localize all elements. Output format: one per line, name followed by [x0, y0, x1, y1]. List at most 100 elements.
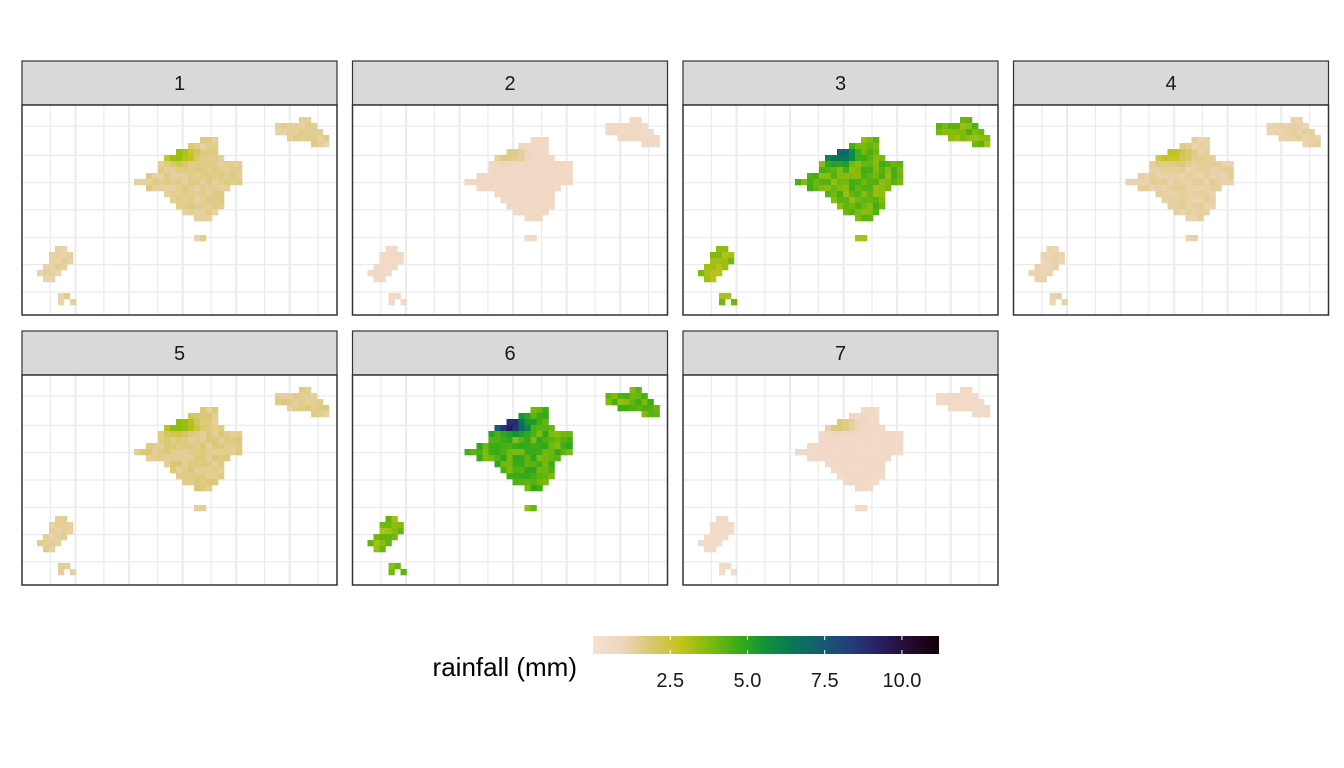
raster-cell: [182, 191, 189, 198]
raster-cell: [188, 449, 195, 456]
raster-cell: [236, 431, 243, 438]
raster-cell: [1278, 135, 1285, 142]
raster-cell: [524, 179, 531, 186]
raster-cell: [500, 467, 507, 474]
raster-cell: [206, 173, 213, 180]
raster-cell: [512, 155, 519, 162]
raster-cell: [518, 185, 525, 192]
facet-strip: [21, 60, 338, 106]
raster-cell: [837, 179, 844, 186]
raster-cell: [488, 455, 495, 462]
raster-cell: [1167, 149, 1174, 156]
raster-cell: [1040, 252, 1047, 259]
island-menorca: [605, 117, 660, 148]
raster-cell: [861, 203, 868, 210]
raster-cell: [819, 185, 826, 192]
raster-cell: [837, 155, 844, 162]
raster-cell: [819, 449, 826, 456]
raster-cell: [1185, 167, 1192, 174]
raster-cell: [164, 179, 171, 186]
raster-cell: [530, 437, 537, 444]
raster-cell: [873, 413, 880, 420]
raster-cell: [61, 252, 68, 259]
island-ibiza: [698, 246, 735, 283]
raster-cell: [891, 437, 898, 444]
raster-cell: [506, 467, 513, 474]
raster-cell: [867, 455, 874, 462]
island-cabrera: [855, 505, 868, 512]
raster-cell: [1209, 173, 1216, 180]
raster-cell: [879, 449, 886, 456]
raster-cell: [512, 473, 519, 480]
raster-cell: [299, 399, 306, 406]
raster-cell: [635, 123, 642, 130]
raster-cell: [200, 137, 207, 144]
raster-cell: [518, 143, 525, 150]
raster-cell: [819, 437, 826, 444]
raster-cell: [506, 191, 513, 198]
raster-cell: [212, 443, 219, 450]
raster-cell: [536, 479, 543, 486]
raster-cell: [1197, 209, 1204, 216]
raster-cell: [861, 179, 868, 186]
raster-cell: [391, 534, 398, 541]
island-cabrera: [524, 505, 537, 512]
raster-cell: [879, 425, 886, 432]
raster-cell: [635, 135, 642, 142]
raster-cell: [317, 129, 324, 136]
raster-cell: [1302, 123, 1309, 130]
raster-cell: [500, 191, 507, 198]
raster-cell: [825, 191, 832, 198]
raster-cell: [879, 455, 886, 462]
raster-cell: [831, 449, 838, 456]
raster-cell: [482, 173, 489, 180]
raster-cell: [236, 179, 243, 186]
raster-cell: [1278, 123, 1285, 130]
raster-cell: [861, 485, 868, 492]
raster-cell: [176, 149, 183, 156]
raster-cell: [1173, 167, 1180, 174]
raster-cell: [1227, 179, 1234, 186]
raster-cell: [224, 455, 231, 462]
raster-cell: [795, 449, 802, 456]
raster-cell: [873, 173, 880, 180]
raster-cell: [819, 455, 826, 462]
raster-cell: [373, 264, 380, 271]
raster-cell: [1203, 167, 1210, 174]
raster-cell: [855, 419, 862, 426]
raster-cell: [704, 540, 711, 547]
raster-cell: [494, 461, 501, 468]
raster-cell: [305, 117, 312, 124]
raster-cell: [1203, 143, 1210, 150]
raster-cell: [1197, 137, 1204, 144]
raster-cell: [867, 485, 874, 492]
raster-cell: [807, 455, 814, 462]
raster-cell: [825, 185, 832, 192]
raster-cell: [476, 449, 483, 456]
panel-border: [351, 374, 669, 586]
island-cabrera: [194, 505, 207, 512]
raster-cell: [849, 425, 856, 432]
raster-cell: [954, 135, 961, 142]
raster-cell: [879, 173, 886, 180]
raster-cell: [1314, 141, 1321, 148]
raster-cell: [885, 185, 892, 192]
raster-cell: [188, 143, 195, 150]
raster-cell: [58, 569, 65, 576]
raster-cell: [867, 143, 874, 150]
raster-cell: [212, 167, 219, 174]
raster-cell: [194, 437, 201, 444]
raster-cell: [1137, 173, 1144, 180]
raster-cell: [611, 393, 618, 400]
raster-cell: [605, 399, 612, 406]
raster-cell: [400, 299, 407, 306]
raster-cell: [885, 161, 892, 168]
raster-cell: [311, 411, 318, 418]
raster-cell: [548, 155, 555, 162]
raster-cell: [972, 405, 979, 412]
raster-cell: [512, 449, 519, 456]
raster-cell: [831, 443, 838, 450]
raster-cell: [1191, 197, 1198, 204]
raster-cell: [311, 405, 318, 412]
raster-cell: [1179, 185, 1186, 192]
